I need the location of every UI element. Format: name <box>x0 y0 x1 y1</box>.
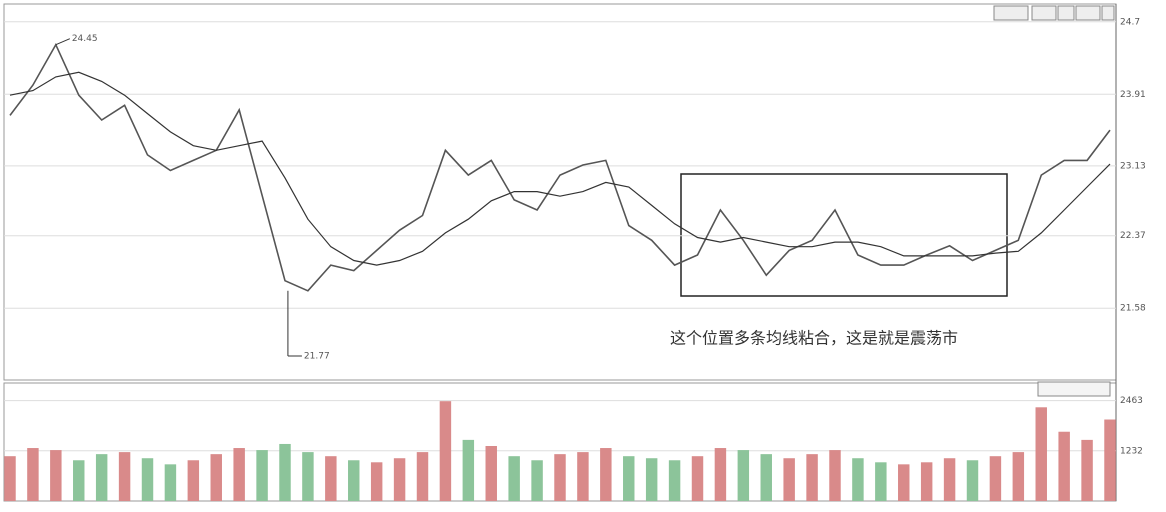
high-pointer <box>55 38 71 46</box>
volume-bar <box>875 462 887 501</box>
volume-bar <box>1058 431 1070 501</box>
volume-bar <box>439 401 452 501</box>
volume-bar <box>370 462 383 501</box>
volume-bar <box>4 456 16 501</box>
volume-bar <box>1035 407 1047 501</box>
annotation: 这个位置多条均线粘合，这是就是震荡市 <box>670 329 958 348</box>
volume-bar <box>714 448 727 501</box>
volume-bar <box>806 454 818 501</box>
volume-bar <box>783 458 795 501</box>
toolbar-button[interactable] <box>993 5 1029 21</box>
volume-bar <box>829 450 841 501</box>
volume-bar <box>898 464 910 501</box>
volume-bar <box>623 456 635 501</box>
volume-bar <box>462 439 475 501</box>
volume-selector[interactable] <box>1037 381 1111 397</box>
y-tick-label: 2463 <box>1120 396 1143 406</box>
volume-bar <box>118 452 131 501</box>
toolbar-button[interactable] <box>1057 5 1075 21</box>
volume-bar <box>668 460 681 501</box>
y-tick-label: 23.91 <box>1120 90 1146 100</box>
volume-bar <box>966 460 979 501</box>
volume-bar <box>645 458 658 501</box>
volume-bar <box>233 448 245 501</box>
volume-bar <box>50 450 62 501</box>
high-label: 24.45 <box>72 34 98 44</box>
volume-bar <box>691 456 704 501</box>
volume-bar <box>1104 419 1116 501</box>
y-tick-label: 24.7 <box>1120 17 1140 27</box>
volume-bar <box>416 452 429 501</box>
volume-bar <box>989 456 1002 501</box>
highlight-box <box>680 173 1008 297</box>
volume-bar <box>508 456 520 501</box>
y-tick-label: 21.58 <box>1120 304 1146 314</box>
volume-bar <box>73 460 85 501</box>
moving-average <box>9 71 1111 266</box>
volume-bar <box>187 460 200 501</box>
volume-bar <box>164 464 177 501</box>
volume-bar <box>760 454 772 501</box>
volume-bar <box>27 448 39 501</box>
volume-bar <box>943 458 956 501</box>
volume-bar <box>554 454 566 501</box>
volume-bar <box>920 462 933 501</box>
y-tick-label: 23.13 <box>1120 161 1146 171</box>
volume-bar <box>95 454 108 501</box>
volume-bar <box>279 443 291 501</box>
volume-bar <box>210 454 222 501</box>
volume-bar <box>348 460 360 501</box>
price-line <box>9 42 1111 292</box>
volume-bar <box>600 448 612 501</box>
toolbar-button[interactable] <box>1101 5 1115 21</box>
volume-bar <box>531 460 543 501</box>
volume-bar <box>256 450 268 501</box>
toolbar-button[interactable] <box>1075 5 1101 21</box>
volume-bar <box>852 458 864 501</box>
volume-bar <box>1081 439 1093 501</box>
volume-bar <box>141 458 154 501</box>
volume-bar <box>393 458 406 501</box>
y-tick-label: 1232 <box>1120 446 1143 456</box>
y-tick-label: 22.37 <box>1120 231 1146 241</box>
toolbar-button[interactable] <box>1031 5 1057 21</box>
low-label: 21.77 <box>304 352 330 362</box>
volume-bar <box>302 452 314 501</box>
volume-bar <box>737 450 750 501</box>
volume-bar <box>325 456 337 501</box>
volume-bar <box>577 452 589 501</box>
volume-bar <box>485 446 497 501</box>
volume-bar <box>1012 452 1025 501</box>
